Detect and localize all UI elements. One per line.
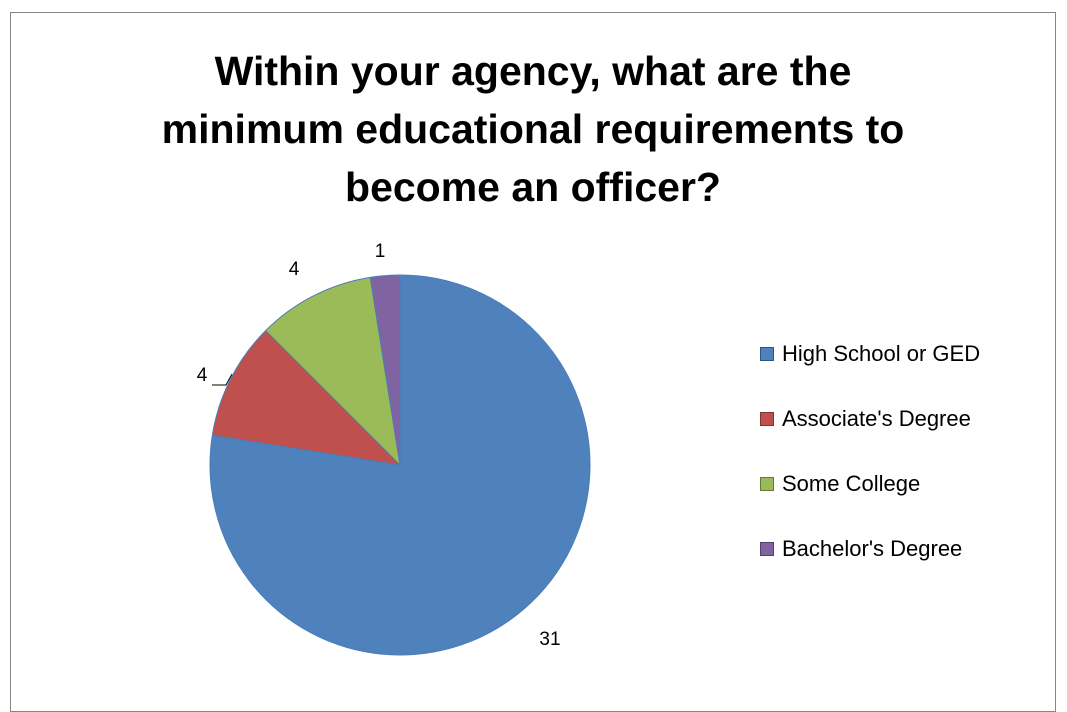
pie-slice	[211, 330, 401, 466]
pie-slice	[369, 274, 401, 466]
legend-label: Bachelor's Degree	[782, 536, 963, 561]
legend-item: High School or GED	[760, 338, 980, 370]
chart-title-line-3: become an officer?	[345, 164, 721, 210]
legend-swatch	[760, 542, 774, 556]
legend-item: Some College	[760, 468, 980, 500]
legend-label: Associate's Degree	[782, 406, 971, 431]
data-label: 31	[539, 629, 560, 650]
chart-title-line-1: Within your agency, what are the	[214, 48, 852, 94]
label-leader-line	[212, 373, 233, 386]
legend-label: Some College	[782, 471, 921, 496]
chart-title-line-2: minimum educational requirements to	[161, 106, 905, 152]
pie-slice	[265, 276, 401, 466]
legend-item: Associate's Degree	[760, 403, 980, 435]
chart-title: Within your agency, what are the minimum…	[10, 42, 1056, 216]
legend-item: Bachelor's Degree	[760, 533, 980, 565]
chart-legend: High School or GED Associate's Degree So…	[760, 338, 980, 598]
data-label: 4	[197, 365, 208, 386]
legend-swatch	[760, 412, 774, 426]
legend-swatch	[760, 477, 774, 491]
data-label: 1	[375, 241, 386, 262]
legend-label: High School or GED	[782, 341, 981, 366]
legend-swatch	[760, 347, 774, 361]
data-label: 4	[289, 259, 300, 280]
